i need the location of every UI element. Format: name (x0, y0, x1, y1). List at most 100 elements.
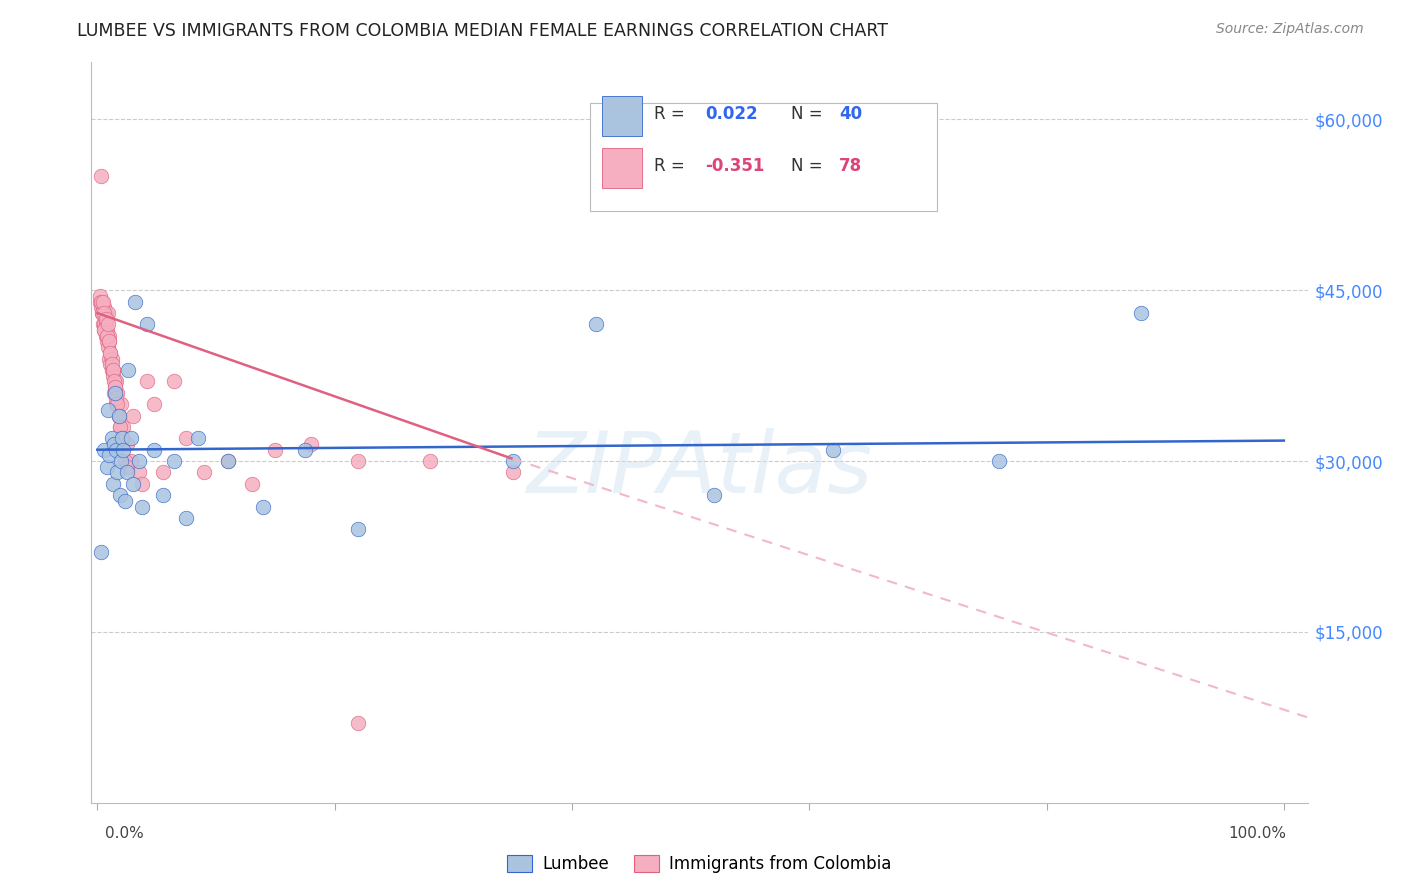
Point (110, 397, 132, 411)
Point (128, 466, 150, 480)
Point (90, 169, 112, 184)
Point (114, 454, 136, 468)
Point (193, 466, 215, 480)
Point (107, 409, 129, 423)
Point (94, 318, 117, 332)
Point (108, 488, 131, 502)
Point (90, 294, 112, 309)
Point (103, 437, 125, 451)
Point (104, 385, 127, 400)
Text: 0.022: 0.022 (706, 105, 758, 123)
Point (111, 431, 134, 445)
Point (176, 511, 198, 525)
Text: 40: 40 (839, 105, 862, 123)
Point (105, 397, 128, 411)
Point (93, 306, 115, 320)
Point (98, 334, 121, 349)
Point (100, 346, 122, 360)
Point (91, 294, 114, 309)
Point (143, 397, 166, 411)
Point (187, 431, 209, 445)
Point (107, 466, 129, 480)
Point (91, 306, 114, 320)
Point (91, 306, 114, 320)
Text: ZIPAtlas: ZIPAtlas (526, 428, 873, 511)
Point (136, 318, 159, 332)
Point (110, 454, 132, 468)
Point (1130, 306, 1153, 320)
Point (240, 476, 263, 491)
Point (124, 294, 146, 309)
Point (101, 363, 124, 377)
Point (93, 301, 115, 315)
Point (100, 346, 122, 360)
Point (988, 454, 1011, 468)
Point (111, 431, 134, 445)
Point (93, 318, 115, 332)
Point (143, 442, 166, 457)
Point (419, 454, 441, 468)
Text: N =: N = (790, 105, 828, 123)
Text: LUMBEE VS IMMIGRANTS FROM COLOMBIA MEDIAN FEMALE EARNINGS CORRELATION CHART: LUMBEE VS IMMIGRANTS FROM COLOMBIA MEDIA… (77, 22, 889, 40)
Point (117, 363, 139, 377)
Point (105, 442, 128, 457)
Point (91, 294, 114, 309)
Point (347, 454, 370, 468)
Text: 0.0%: 0.0% (105, 827, 145, 841)
Text: Source: ZipAtlas.com: Source: ZipAtlas.com (1216, 22, 1364, 37)
Point (115, 466, 138, 480)
Point (97, 402, 120, 417)
Point (176, 431, 198, 445)
Point (91, 301, 114, 315)
Point (502, 454, 524, 468)
Point (264, 442, 287, 457)
Point (100, 351, 122, 366)
Point (108, 420, 131, 434)
Point (97, 340, 120, 354)
Point (93, 323, 115, 337)
Point (96, 334, 118, 349)
Point (152, 466, 174, 480)
Point (91, 306, 114, 320)
Point (104, 375, 127, 389)
Text: -0.351: -0.351 (706, 157, 765, 175)
Point (96, 328, 118, 343)
Point (100, 357, 122, 371)
Point (122, 476, 145, 491)
Point (94, 328, 117, 343)
Point (98, 334, 121, 349)
Bar (602, 95, 643, 136)
Point (115, 459, 138, 474)
Point (96, 323, 118, 337)
Point (108, 420, 131, 434)
Point (101, 368, 124, 383)
Point (101, 363, 124, 377)
Point (120, 454, 142, 468)
Point (502, 466, 524, 480)
Point (821, 442, 844, 457)
Bar (602, 147, 643, 188)
Point (98, 328, 121, 343)
Text: N =: N = (790, 157, 828, 175)
Point (105, 392, 128, 406)
Point (299, 437, 322, 451)
Point (105, 375, 128, 389)
Point (107, 385, 129, 400)
Point (100, 363, 122, 377)
Point (131, 476, 153, 491)
Point (89, 289, 111, 303)
Point (163, 454, 186, 468)
Point (98, 449, 121, 463)
Text: R =: R = (654, 105, 690, 123)
Point (90, 545, 112, 559)
Point (122, 409, 145, 423)
Point (294, 442, 316, 457)
Point (703, 488, 725, 502)
Point (104, 380, 127, 394)
Point (103, 385, 125, 400)
Point (103, 375, 125, 389)
Point (585, 318, 607, 332)
Point (347, 523, 370, 537)
Point (163, 375, 186, 389)
Point (90, 301, 112, 315)
